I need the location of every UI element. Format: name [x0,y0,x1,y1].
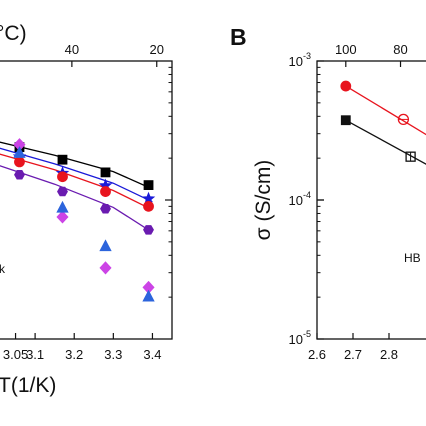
panel-a-data-point-circle [57,171,68,183]
panel-a-x-tick-label: 3.05 [3,347,28,362]
panel-a-data-point-hexagon [100,203,111,214]
panel-b-y-axis-title: σ (S/cm) [252,160,275,241]
panel-a-axis-ticks: 3.053.1 3.2 3.3 3.4 40 20 [3,42,172,362]
panel-a-data-point-square [143,180,154,190]
panel-b-y-tick-label: 10-5 [289,329,311,347]
panel-a-data-point-circle [100,186,111,197]
panel-b-x-tick-label: 2.6 [308,347,326,362]
panel-b-fit-line [345,119,426,165]
panel-a-top-tick-label: 40 [65,42,79,57]
panel-a-annotation: k [0,262,6,276]
panel-a-top-tick-label: 20 [150,42,164,57]
panel-b-data-markers [340,80,416,162]
panel-a: °C) T(1/K) k 3.053.1 3.2 3.3 3.4 40 20 [0,22,173,397]
panel-a-data-point-circle [143,200,154,212]
panel-a-x-axis-title: T(1/K) [0,374,56,397]
panel-a-data-point-hexagon [57,186,68,197]
panel-a-data-point-square [57,154,68,165]
panel-a-data-point-square [100,167,111,178]
panel-a-fit-lines [0,141,153,233]
panel-b: B σ (S/cm) HB 2.6 2.7 2.8 100 80 10-3 10-4 10-5 [230,24,426,362]
panel-b-top-tick-label: 100 [335,42,357,57]
panel-a-x-tick-label: 3.2 [65,347,83,362]
panel-a-data-point-triangle [99,239,112,252]
panel-a-data-markers [12,138,156,302]
panel-a-fit-line [0,141,153,190]
panel-a-data-point-triangle [13,146,26,158]
panel-a-x-tick-label: 3.4 [143,347,161,362]
panel-b-y-tick-exponent: -5 [303,329,311,339]
panel-a-top-axis-label: °C) [0,22,27,45]
panel-a-data-point-triangle [142,289,155,302]
panel-b-annotation: HB [404,251,421,265]
panel-a-fit-line [0,147,153,203]
panel-b-plot-frame [316,60,426,340]
panel-b-y-tick-label: 10-3 [289,51,311,69]
panel-b-y-tick-exponent: -3 [303,51,311,61]
panel-a-fit-line [0,153,153,211]
panel-b-y-tick-label: 10-4 [289,190,311,208]
panel-b-data-point-circle [340,80,352,92]
panel-a-fit-line [0,165,153,233]
panel-a-data-point-diamond [56,210,69,224]
panel-b-fit-line [345,85,426,136]
panel-a-data-point-triangle [56,200,69,213]
panel-a-data-point-circle [14,156,25,168]
panel-b-fit-lines [345,85,426,165]
panel-a-x-tick-label: 3.1 [26,347,44,362]
panel-b-letter: B [230,24,247,50]
panel-b-x-tick-label: 2.8 [380,347,398,362]
panel-a-x-tick-label: 3.3 [104,347,122,362]
panel-b-y-tick-exponent: -4 [303,190,311,200]
panel-a-data-point-diamond [99,261,112,275]
panel-b-top-tick-label: 80 [393,42,407,57]
panel-a-data-point-hexagon [14,169,25,180]
panel-a-data-point-hexagon [143,225,154,235]
panel-b-data-point-square [340,115,351,126]
panel-b-x-tick-label: 2.7 [344,347,362,362]
